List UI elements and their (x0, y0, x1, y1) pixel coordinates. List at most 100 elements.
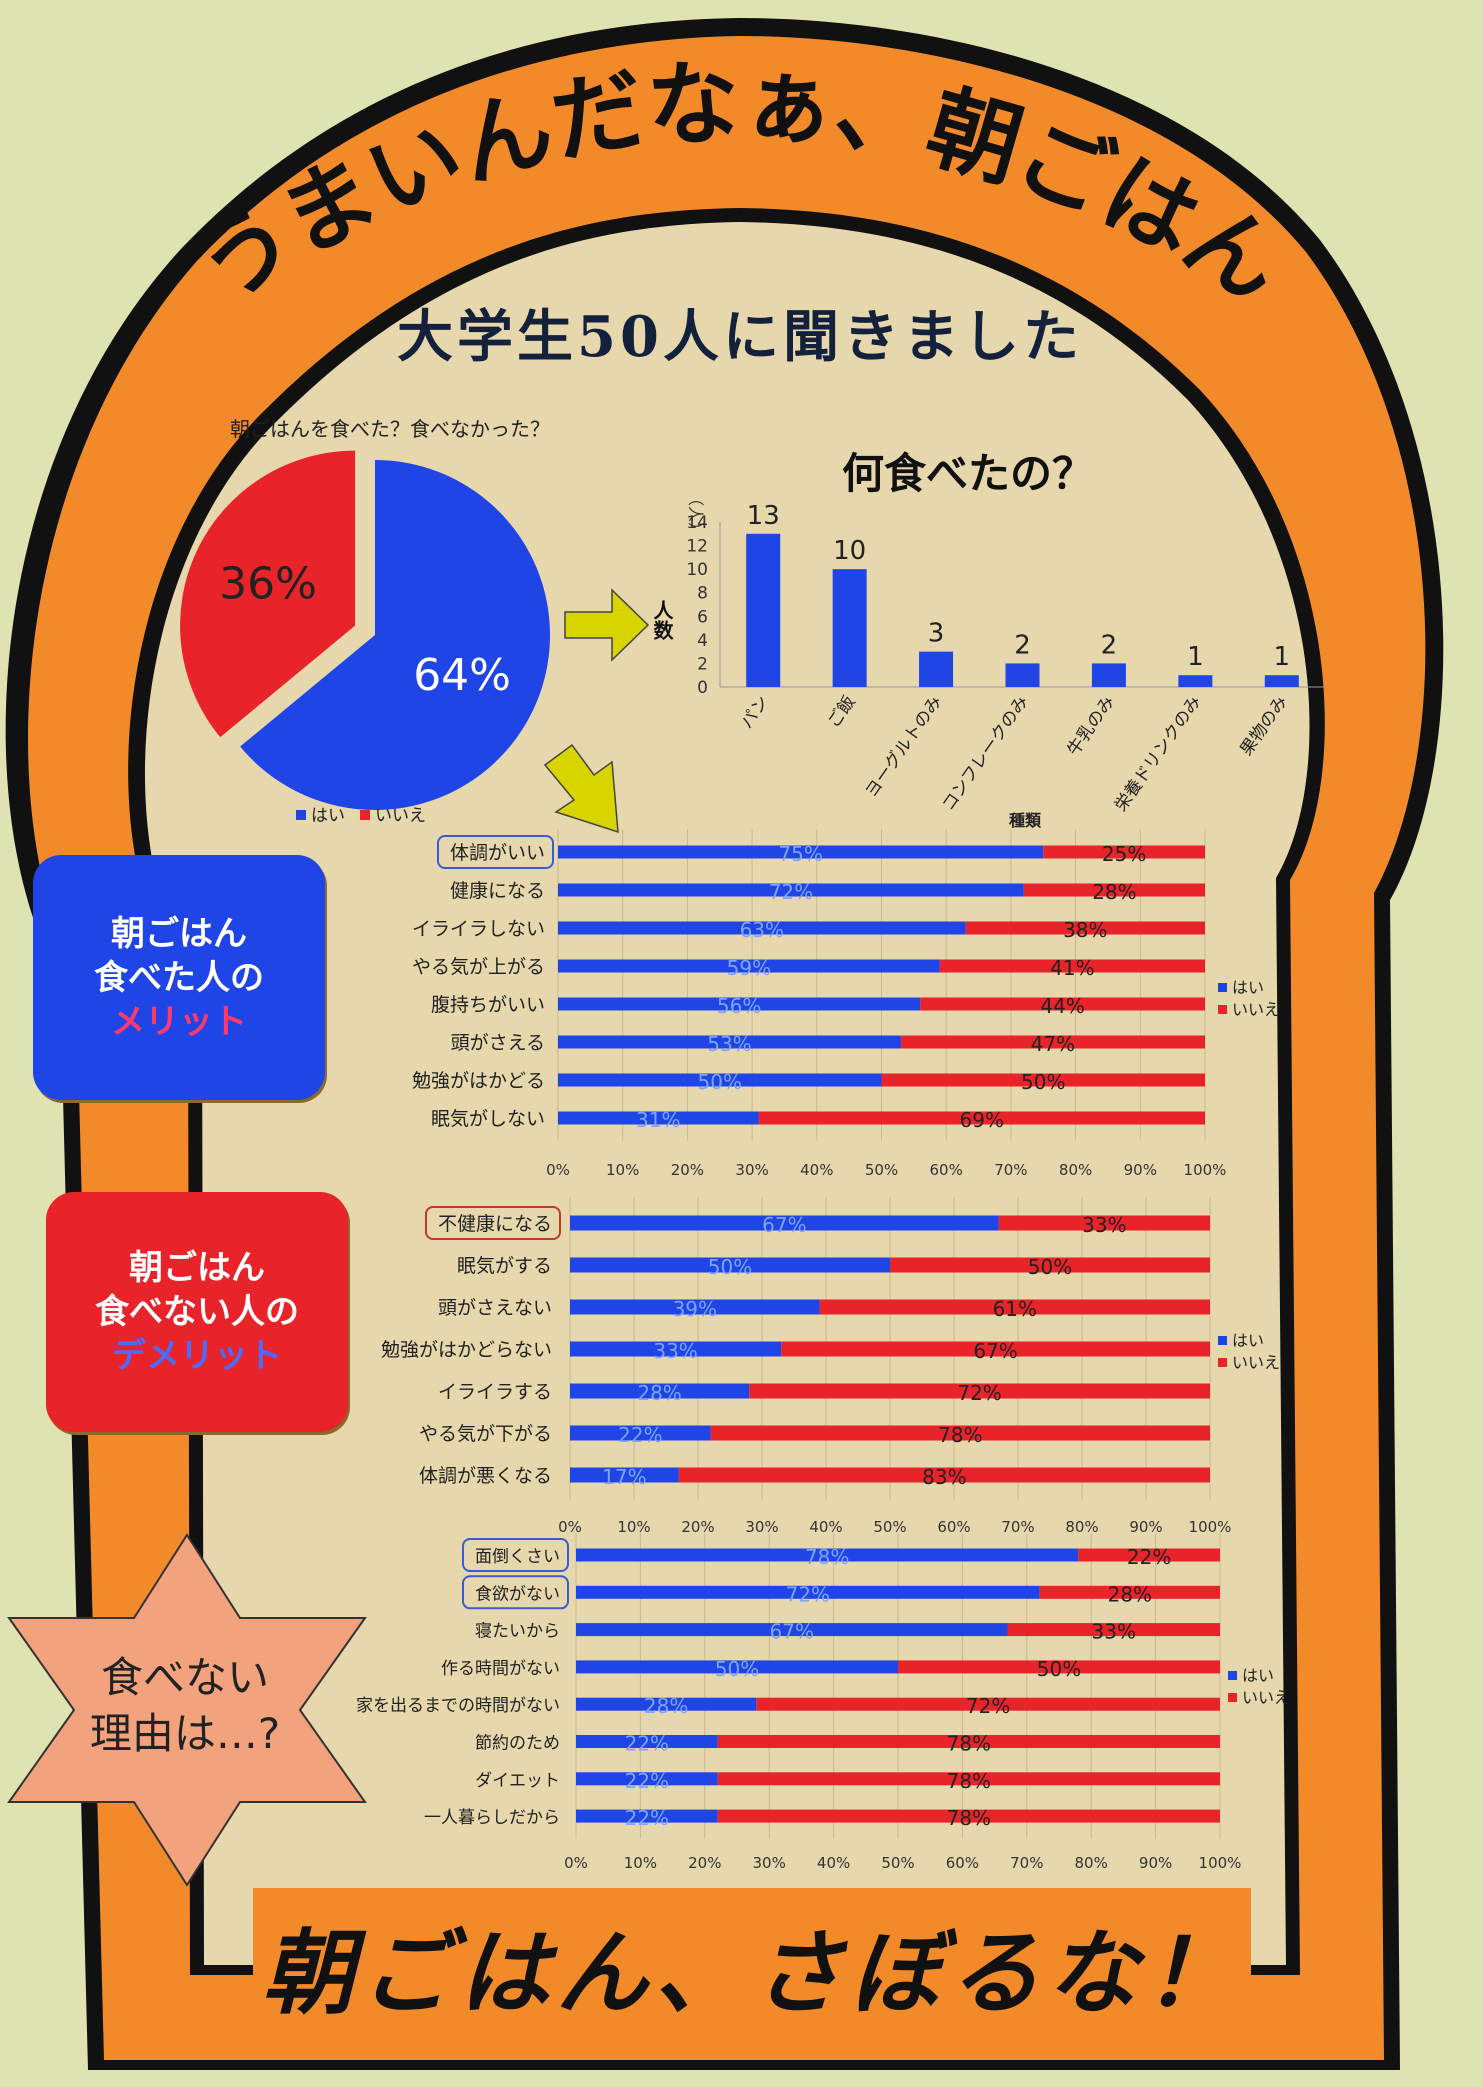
xtick-2: 90% (1139, 1854, 1172, 1872)
hbar-yes-0 (558, 845, 1044, 859)
xtick-1: 10% (617, 1518, 650, 1536)
bar-value-label: 13 (747, 501, 780, 531)
hbar-no-label: 78% (947, 1806, 991, 1830)
hbar-yes-label: 63% (740, 918, 784, 942)
hbar-no-label: 78% (947, 1769, 991, 1793)
hbar-yes-label: 59% (727, 956, 771, 980)
pie-legend-swatch-yes (296, 810, 306, 820)
bar-1 (832, 569, 867, 687)
hbar-no-0 (1043, 845, 1205, 859)
hbar-category: 眠気がする (457, 1255, 552, 1277)
highlight-box (437, 835, 554, 869)
hbar-no-label: 61% (993, 1297, 1037, 1321)
reason-line2: 理由は…? (89, 1709, 281, 1758)
hbar-no-label: 78% (947, 1732, 991, 1756)
arrow-down-right-icon (543, 743, 619, 834)
legend-swatch-no (1218, 1358, 1227, 1367)
bottom-banner: 朝ごはん、さぼるな！ (253, 1888, 1251, 2043)
hbar-yes-label: 75% (778, 842, 822, 866)
bar-ytick: 12 (686, 537, 708, 557)
merit-box-line3: メリット (111, 1001, 247, 1042)
hbar-yes-label: 50% (708, 1255, 752, 1279)
title-arc: うまいんだなぁ、朝ごはん (179, 49, 1301, 322)
xtick-0: 50% (865, 1161, 898, 1179)
hbar-no-2 (898, 1660, 1220, 1674)
bar-title: 何食べたの？ (842, 449, 1094, 498)
legend-yes: はい (1232, 978, 1264, 997)
reason-star (7, 1533, 367, 1887)
hbar-no-2 (1039, 1585, 1220, 1599)
xtick-0: 10% (606, 1161, 639, 1179)
bar-3 (1005, 663, 1040, 687)
xtick-0: 100% (1184, 1161, 1227, 1179)
xtick-0: 90% (1124, 1161, 1157, 1179)
hbar-yes-2 (576, 1697, 757, 1711)
xtick-1: 20% (681, 1518, 714, 1536)
hbar-category: 面倒くさい (475, 1547, 560, 1567)
reason-line1: 食べない (100, 1653, 269, 1702)
hbar-no-label: 41% (1050, 956, 1094, 980)
hbar-no-1 (819, 1299, 1210, 1315)
highlight-box (462, 1575, 569, 1610)
hbar-no-0 (965, 921, 1205, 935)
xtick-1: 70% (1001, 1518, 1034, 1536)
hbar-category: 体調が悪くなる (419, 1465, 552, 1487)
hbar-no-2 (1078, 1548, 1220, 1562)
bar-ytick: 4 (697, 631, 708, 651)
legend-no: いいえ (1232, 1353, 1280, 1372)
legend-no: いいえ (1242, 1688, 1290, 1707)
hbar-no-label: 50% (1021, 1070, 1065, 1094)
bar-xtick: ご飯 (824, 692, 860, 731)
hbar-no-1 (890, 1257, 1210, 1273)
xtick-1: 60% (937, 1518, 970, 1536)
hbar-yes-0 (558, 883, 1024, 897)
reason-star-text: 食べない 理由は…? (60, 1650, 310, 1762)
hbar-no-2 (717, 1735, 1220, 1748)
hbar-no-2 (717, 1809, 1220, 1823)
hbar-no-2 (756, 1697, 1220, 1711)
xtick-1: 40% (809, 1518, 842, 1536)
hbar-yes-0 (558, 1035, 901, 1049)
hbar-category: 作る時間がない (441, 1659, 560, 1679)
hbar-yes-1 (570, 1467, 679, 1483)
pie-title: 朝ごはんを食べた？食べなかった？ (230, 417, 550, 441)
xtick-2: 60% (946, 1854, 979, 1872)
legend-swatch-yes (1218, 983, 1227, 992)
xtick-1: 50% (873, 1518, 906, 1536)
hbar-yes-label: 67% (762, 1213, 806, 1237)
hbar-no-label: 44% (1040, 994, 1084, 1018)
bar-xtick: 栄養ドリンクのみ (1111, 692, 1205, 815)
xtick-1: 90% (1129, 1518, 1162, 1536)
xtick-0: 80% (1059, 1161, 1092, 1179)
hbar-no-label: 22% (1127, 1545, 1171, 1569)
bar-xtick: コンフレークのみ (938, 692, 1032, 814)
survey-subtitle: 大学生50人に聞きました (397, 304, 1083, 370)
hbar-yes-1 (570, 1299, 820, 1315)
xtick-0: 30% (735, 1161, 768, 1179)
bar-4 (1091, 663, 1126, 687)
hbar-no-1 (749, 1383, 1210, 1399)
hbar-category: 寝たいから (475, 1621, 560, 1642)
hbar-no-1 (781, 1341, 1210, 1357)
hbar-category: やる気が上がる (412, 956, 545, 978)
highlight-box (425, 1206, 561, 1240)
hbar-yes-label: 28% (644, 1694, 688, 1718)
xtick-2: 10% (624, 1854, 657, 1872)
hbar-no-2 (1007, 1623, 1220, 1637)
hbar-no-label: 50% (1037, 1657, 1081, 1681)
hbar-category: 健康になる (450, 880, 545, 902)
demerit-box-line2: 食べない人の (95, 1292, 299, 1332)
pie-slice-yes (240, 460, 550, 811)
hbar-yes-label: 22% (625, 1732, 669, 1756)
hbar-no-label: 38% (1063, 918, 1107, 942)
hbar-yes-2 (576, 1585, 1040, 1599)
xtick-2: 40% (817, 1854, 850, 1872)
pie-legend-no: いいえ (375, 806, 426, 826)
hbar-yes-2 (576, 1772, 718, 1786)
hbar-category: 体調がいい (450, 842, 545, 864)
hbar-yes-2 (576, 1735, 718, 1748)
hbar-category: 節約のため (475, 1734, 560, 1754)
xtick-2: 80% (1075, 1854, 1108, 1872)
bar-ytick: 14 (686, 513, 708, 533)
